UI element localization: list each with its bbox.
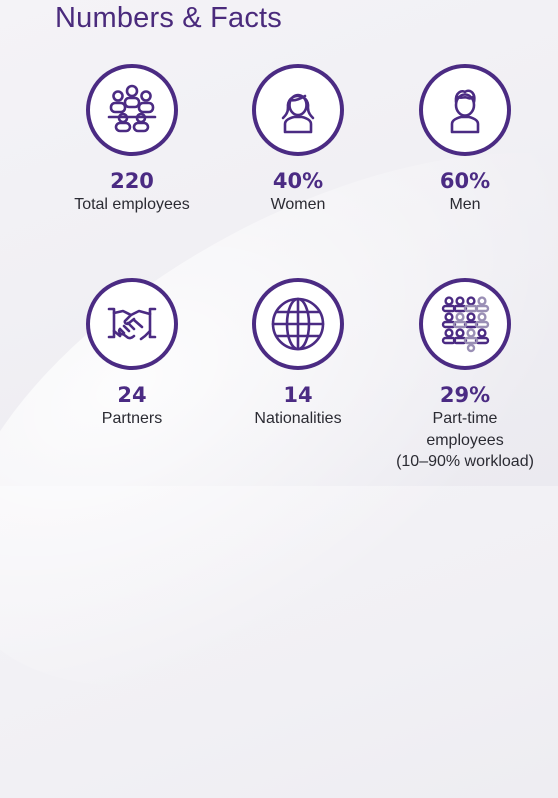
stat-part-time: 29% Part-time employees (10–90% workload… (380, 278, 550, 473)
stat-value: 14 (283, 383, 313, 407)
stat-label: Women (270, 196, 326, 214)
woman-icon (252, 64, 344, 156)
team-icon (86, 64, 178, 156)
stat-value: 29% (439, 383, 491, 407)
stat-label-line: (10–90% workload) (396, 453, 534, 471)
stat-women: 40% Women (213, 64, 383, 216)
stat-value: 220 (110, 169, 154, 193)
stat-value: 40% (272, 169, 324, 193)
stat-label-line: employees (426, 431, 504, 449)
stat-value: 24 (117, 383, 147, 407)
handshake-icon (86, 278, 178, 370)
page-title: Numbers & Facts (55, 2, 282, 34)
stat-men: 60% Men (380, 64, 550, 216)
stat-value: 60% (439, 169, 491, 193)
stat-label: Total employees (74, 196, 190, 214)
man-icon (419, 64, 511, 156)
crowd-icon (419, 278, 511, 370)
globe-icon (252, 278, 344, 370)
stat-label: Nationalities (254, 410, 342, 428)
stat-nationalities: 14 Nationalities (213, 278, 383, 430)
stat-label: Partners (101, 410, 163, 428)
stat-label: Part-time employees (10–90% workload) (380, 408, 550, 473)
stat-label: Men (449, 196, 481, 214)
stat-partners: 24 Partners (47, 278, 217, 430)
stat-label-line: Part-time (432, 410, 498, 428)
stat-total-employees: 220 Total employees (47, 64, 217, 216)
